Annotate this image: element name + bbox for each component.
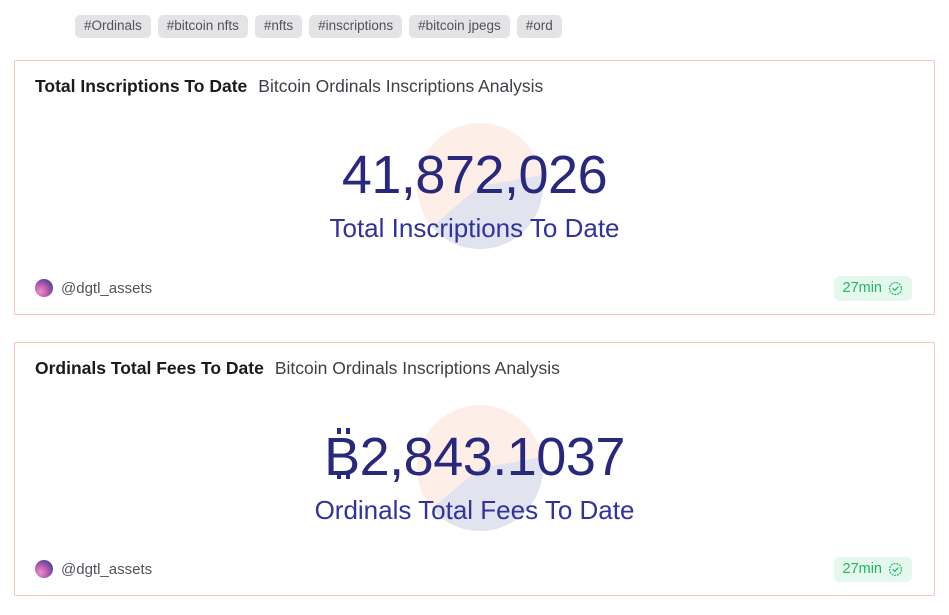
pie-watermark <box>417 405 543 531</box>
metric-value: 41,872,026 <box>341 145 608 205</box>
metric-block: 2,843.1037 Ordinals Total Fees To Date <box>15 427 934 526</box>
hashtag-row: #Ordinals #bitcoin nfts #nfts #inscripti… <box>75 15 562 38</box>
card-title: Ordinals Total Fees To Date <box>35 358 264 378</box>
pie-watermark <box>417 123 543 249</box>
tag-ord[interactable]: #ord <box>516 15 562 38</box>
freshness-text: 27min <box>842 560 883 577</box>
metric-label: Ordinals Total Fees To Date <box>314 494 635 525</box>
bitcoin-symbol <box>324 428 360 486</box>
freshness-text: 27min <box>842 279 883 296</box>
metric-card-total-inscriptions[interactable]: Total Inscriptions To Date Bitcoin Ordin… <box>14 60 935 315</box>
verified-check-icon <box>888 281 903 296</box>
tag-ordinals[interactable]: #Ordinals <box>75 15 151 38</box>
card-footer: @dgtl_assets 27min <box>35 275 912 301</box>
metric-block: 41,872,026 Total Inscriptions To Date <box>15 147 934 244</box>
freshness-badge: 27min <box>833 275 912 301</box>
author-link[interactable]: @dgtl_assets <box>35 560 153 579</box>
metric-card-total-fees[interactable]: Ordinals Total Fees To Date Bitcoin Ordi… <box>14 342 935 596</box>
card-footer: @dgtl_assets 27min <box>35 556 912 582</box>
tag-inscriptions[interactable]: #inscriptions <box>309 15 403 38</box>
tag-nfts[interactable]: #nfts <box>254 15 303 38</box>
tag-bitcoin-nfts[interactable]: #bitcoin nfts <box>157 15 248 38</box>
author-link[interactable]: @dgtl_assets <box>35 279 153 298</box>
card-title: Total Inscriptions To Date <box>35 76 248 96</box>
author-handle: @dgtl_assets <box>61 279 153 297</box>
card-header: Total Inscriptions To Date Bitcoin Ordin… <box>35 76 914 97</box>
tag-bitcoin-jpegs[interactable]: #bitcoin jpegs <box>409 15 510 38</box>
avatar <box>35 560 53 579</box>
card-header: Ordinals Total Fees To Date Bitcoin Ordi… <box>35 358 914 379</box>
card-subtitle: Bitcoin Ordinals Inscriptions Analysis <box>258 76 544 96</box>
card-subtitle: Bitcoin Ordinals Inscriptions Analysis <box>274 358 560 378</box>
avatar <box>35 279 53 298</box>
fee-amount: 2,843.1037 <box>359 427 626 487</box>
metric-label: Total Inscriptions To Date <box>329 212 620 243</box>
verified-check-icon <box>888 562 903 577</box>
freshness-badge: 27min <box>833 556 912 582</box>
metric-value: 2,843.1037 <box>15 427 934 487</box>
author-handle: @dgtl_assets <box>61 560 153 578</box>
